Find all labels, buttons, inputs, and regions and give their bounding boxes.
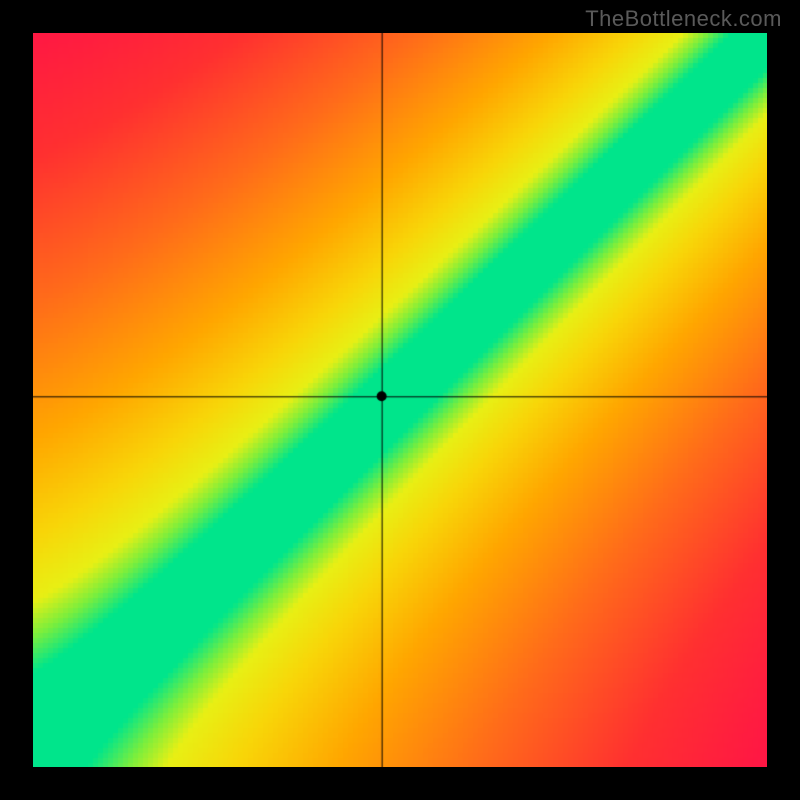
watermark-text: TheBottleneck.com bbox=[585, 6, 782, 32]
crosshair-overlay bbox=[33, 33, 767, 767]
chart-container: { "watermark": { "text": "TheBottleneck.… bbox=[0, 0, 800, 800]
